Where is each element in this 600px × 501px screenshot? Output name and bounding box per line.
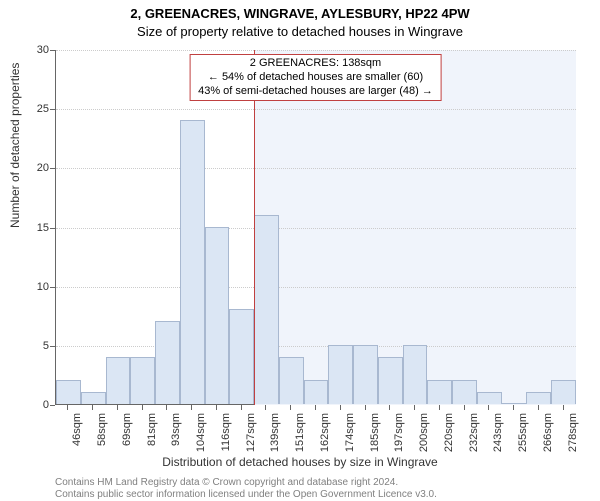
ytick-label: 30 bbox=[25, 44, 49, 56]
xtick-mark bbox=[67, 405, 68, 410]
histogram-bar bbox=[254, 215, 279, 404]
xtick-mark bbox=[315, 405, 316, 410]
xtick-mark bbox=[265, 405, 266, 410]
histogram-bar bbox=[229, 309, 254, 404]
xtick-mark bbox=[414, 405, 415, 410]
histogram-bar bbox=[427, 380, 452, 404]
credits-line1: Contains HM Land Registry data © Crown c… bbox=[55, 477, 437, 489]
xtick-label: 243sqm bbox=[492, 413, 504, 461]
histogram-bar bbox=[279, 357, 304, 404]
histogram-bar bbox=[526, 392, 551, 404]
xtick-mark bbox=[290, 405, 291, 410]
ytick-label: 0 bbox=[25, 399, 49, 411]
histogram-bar bbox=[56, 380, 81, 404]
gridline-h bbox=[56, 109, 576, 110]
histogram-bar bbox=[205, 227, 230, 405]
title-line1: 2, GREENACRES, WINGRAVE, AYLESBURY, HP22… bbox=[0, 6, 600, 21]
xtick-mark bbox=[92, 405, 93, 410]
annotation-box: 2 GREENACRES: 138sqm ← 54% of detached h… bbox=[189, 54, 442, 101]
ytick-label: 10 bbox=[25, 281, 49, 293]
gridline-h bbox=[56, 50, 576, 51]
xtick-label: 127sqm bbox=[245, 413, 257, 461]
xtick-label: 93sqm bbox=[170, 413, 182, 461]
xtick-mark bbox=[191, 405, 192, 410]
xtick-label: 46sqm bbox=[71, 413, 83, 461]
xtick-label: 116sqm bbox=[220, 413, 232, 461]
xtick-mark bbox=[142, 405, 143, 410]
histogram-bar bbox=[502, 403, 527, 404]
ytick-label: 25 bbox=[25, 103, 49, 115]
xtick-label: 200sqm bbox=[418, 413, 430, 461]
ytick-label: 15 bbox=[25, 222, 49, 234]
xtick-mark bbox=[464, 405, 465, 410]
xtick-mark bbox=[488, 405, 489, 410]
histogram-bar bbox=[180, 120, 205, 404]
histogram-bar bbox=[403, 345, 428, 404]
xtick-label: 255sqm bbox=[517, 413, 529, 461]
histogram-bar bbox=[106, 357, 131, 404]
gridline-h bbox=[56, 287, 576, 288]
histogram-bar bbox=[551, 380, 576, 404]
xtick-mark bbox=[216, 405, 217, 410]
xtick-label: 139sqm bbox=[269, 413, 281, 461]
ytick-mark bbox=[50, 50, 55, 51]
gridline-h bbox=[56, 346, 576, 347]
annotation-line2: ← 54% of detached houses are smaller (60… bbox=[198, 71, 433, 85]
xtick-mark bbox=[166, 405, 167, 410]
ytick-mark bbox=[50, 287, 55, 288]
y-axis-label: Number of detached properties bbox=[8, 63, 22, 228]
gridline-h bbox=[56, 228, 576, 229]
histogram-bar bbox=[477, 392, 502, 404]
xtick-mark bbox=[117, 405, 118, 410]
xtick-mark bbox=[513, 405, 514, 410]
histogram-bar bbox=[328, 345, 353, 404]
histogram-bar bbox=[452, 380, 477, 404]
credits-line2: Contains public sector information licen… bbox=[55, 489, 437, 501]
gridline-h bbox=[56, 168, 576, 169]
xtick-mark bbox=[365, 405, 366, 410]
xtick-label: 151sqm bbox=[294, 413, 306, 461]
xtick-label: 81sqm bbox=[146, 413, 158, 461]
annotation-line1: 2 GREENACRES: 138sqm bbox=[198, 57, 433, 71]
histogram-bar bbox=[155, 321, 180, 404]
xtick-mark bbox=[340, 405, 341, 410]
xtick-label: 197sqm bbox=[393, 413, 405, 461]
xtick-mark bbox=[538, 405, 539, 410]
xtick-label: 174sqm bbox=[344, 413, 356, 461]
xtick-mark bbox=[439, 405, 440, 410]
xtick-label: 104sqm bbox=[195, 413, 207, 461]
xtick-label: 232sqm bbox=[468, 413, 480, 461]
xtick-mark bbox=[563, 405, 564, 410]
reference-line bbox=[254, 50, 255, 405]
plot-area: 2 GREENACRES: 138sqm ← 54% of detached h… bbox=[55, 50, 575, 405]
xtick-label: 185sqm bbox=[369, 413, 381, 461]
ytick-label: 5 bbox=[25, 340, 49, 352]
xtick-label: 220sqm bbox=[443, 413, 455, 461]
ytick-mark bbox=[50, 405, 55, 406]
xtick-label: 69sqm bbox=[121, 413, 133, 461]
chart-container: 2, GREENACRES, WINGRAVE, AYLESBURY, HP22… bbox=[0, 0, 600, 500]
xtick-mark bbox=[241, 405, 242, 410]
ytick-label: 20 bbox=[25, 162, 49, 174]
xtick-label: 278sqm bbox=[567, 413, 579, 461]
credits: Contains HM Land Registry data © Crown c… bbox=[55, 477, 437, 501]
histogram-bar bbox=[130, 357, 155, 404]
annotation-line3: 43% of semi-detached houses are larger (… bbox=[198, 85, 433, 99]
ytick-mark bbox=[50, 168, 55, 169]
xtick-mark bbox=[389, 405, 390, 410]
ytick-mark bbox=[50, 228, 55, 229]
title-line2: Size of property relative to detached ho… bbox=[0, 24, 600, 39]
histogram-bar bbox=[304, 380, 329, 404]
xtick-label: 58sqm bbox=[96, 413, 108, 461]
histogram-bar bbox=[81, 392, 106, 404]
ytick-mark bbox=[50, 346, 55, 347]
histogram-bar bbox=[353, 345, 378, 404]
histogram-bar bbox=[378, 357, 403, 404]
xtick-label: 162sqm bbox=[319, 413, 331, 461]
ytick-mark bbox=[50, 109, 55, 110]
xtick-label: 266sqm bbox=[542, 413, 554, 461]
